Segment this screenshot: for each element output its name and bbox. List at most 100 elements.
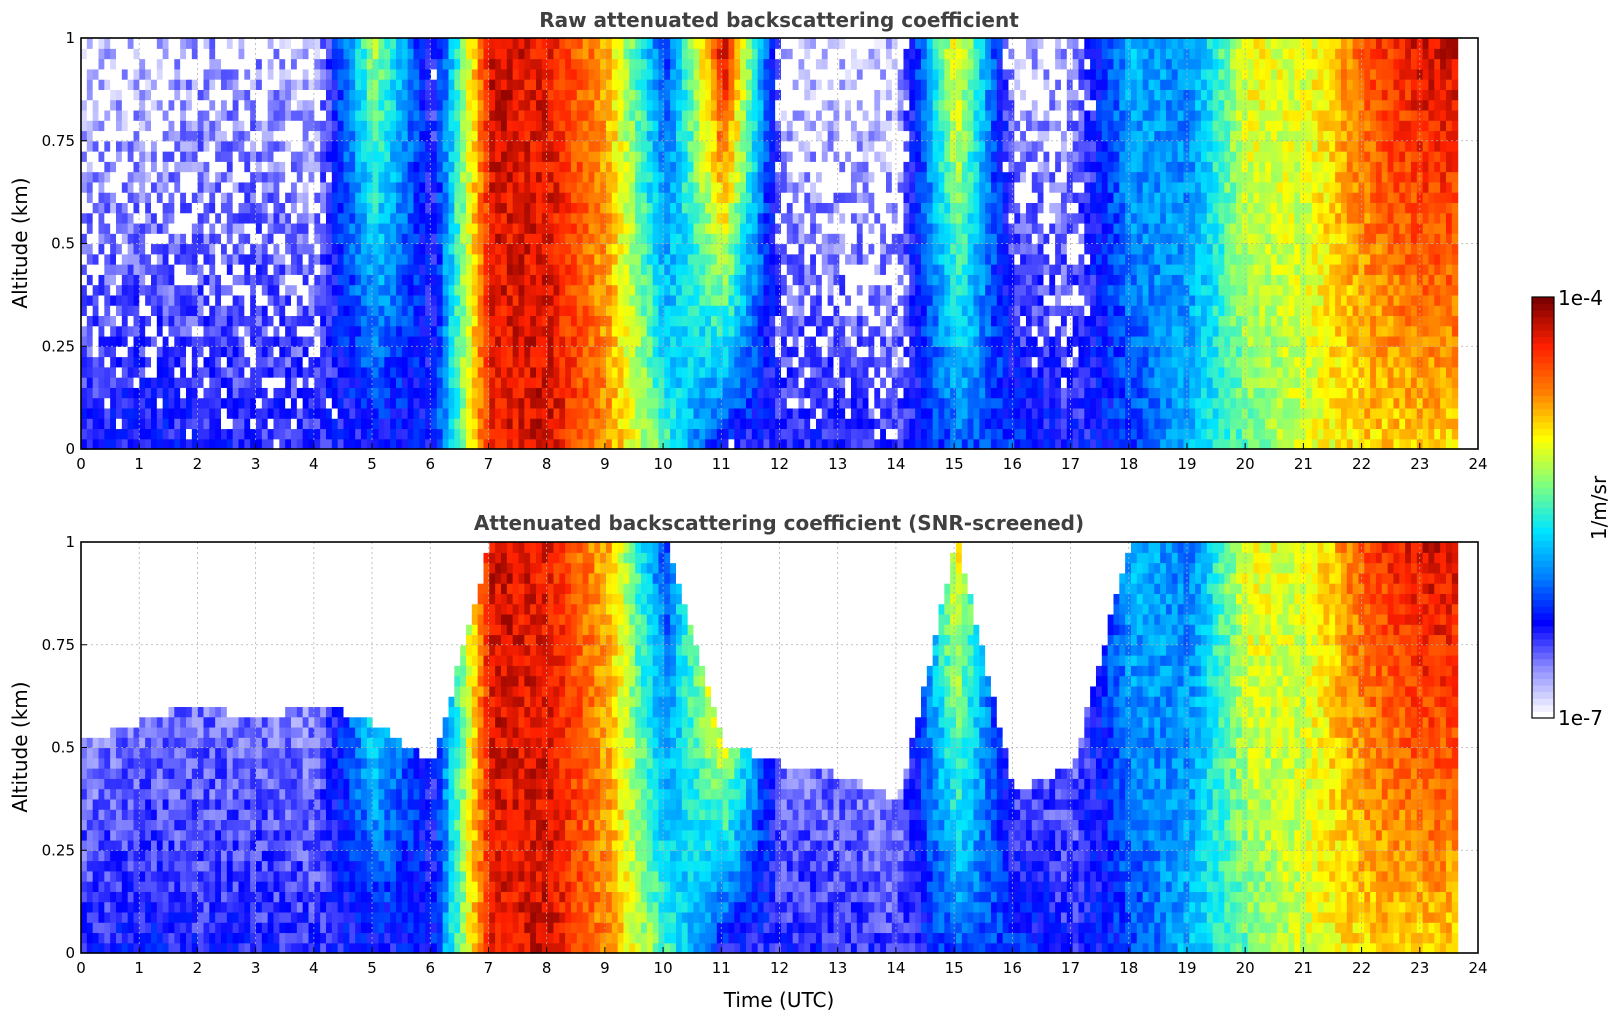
heatmap-cell: [506, 58, 514, 70]
heatmap-cell: [553, 366, 560, 378]
heatmap-cell: [617, 407, 625, 419]
panel-raw-title: Raw attenuated backscattering coefficien…: [539, 8, 1019, 32]
heatmap-cell: [635, 222, 642, 234]
heatmap-cell: [378, 428, 385, 440]
heatmap-cell: [180, 68, 187, 80]
heatmap-cell: [734, 120, 741, 132]
heatmap-cell: [687, 140, 695, 152]
heatmap-cell: [261, 397, 269, 409]
heatmap-cell: [722, 89, 730, 101]
heatmap-cell: [279, 181, 286, 193]
heatmap-cell: [786, 335, 794, 347]
heatmap-cell: [617, 202, 625, 214]
heatmap-cell: [378, 294, 385, 306]
heatmap-cell: [629, 315, 636, 327]
heatmap-cell: [559, 366, 566, 378]
heatmap-cell: [436, 274, 444, 286]
heatmap-cell: [670, 264, 677, 275]
heatmap-cell: [285, 233, 292, 245]
heatmap-cell: [734, 79, 741, 90]
heatmap-cell: [512, 48, 520, 60]
heatmap-cell: [570, 387, 578, 399]
heatmap-cell: [425, 284, 432, 296]
heatmap-cell: [798, 346, 805, 358]
heatmap-cell: [104, 377, 111, 388]
heatmap-cell: [687, 68, 695, 80]
heatmap-cell: [145, 335, 152, 347]
heatmap-cell: [86, 243, 94, 255]
heatmap-cell: [559, 151, 566, 162]
heatmap-cell: [565, 130, 572, 142]
heatmap-cell: [221, 99, 228, 111]
heatmap-cell: [705, 38, 712, 49]
heatmap-cell: [570, 428, 578, 440]
heatmap-cell: [465, 325, 473, 337]
heatmap-cell: [454, 151, 461, 162]
heatmap-cell: [407, 222, 415, 234]
heatmap-cell: [296, 89, 304, 101]
heatmap-cell: [273, 130, 280, 142]
heatmap-cell: [646, 99, 654, 111]
heatmap-cell: [325, 305, 333, 317]
heatmap-cell: [261, 99, 269, 111]
heatmap-cell: [419, 305, 426, 317]
heatmap-cell: [116, 397, 123, 409]
heatmap-cell: [139, 99, 146, 111]
heatmap-cell: [594, 335, 601, 347]
heatmap-cell: [98, 99, 105, 111]
heatmap-cell: [734, 315, 741, 327]
heatmap-cell: [728, 243, 735, 255]
heatmap-cell: [477, 387, 485, 399]
heatmap-cell: [594, 253, 601, 265]
heatmap-cell: [180, 294, 187, 306]
heatmap-cell: [290, 109, 298, 121]
heatmap-cell: [570, 161, 578, 173]
heatmap-cell: [506, 233, 514, 245]
heatmap-cell: [320, 418, 327, 430]
heatmap-cell: [716, 294, 724, 306]
heatmap-cell: [734, 377, 741, 388]
heatmap-cell: [215, 120, 222, 132]
heatmap-cell: [238, 48, 245, 60]
heatmap-cell: [681, 438, 689, 450]
heatmap-cell: [699, 284, 706, 296]
heatmap-cell: [81, 366, 88, 378]
heatmap-cell: [600, 428, 607, 440]
heatmap-cell: [320, 407, 327, 419]
heatmap-cell: [390, 274, 397, 286]
heatmap-cell: [553, 335, 560, 347]
heatmap-cell: [600, 140, 607, 152]
heatmap-cell: [786, 243, 794, 255]
heatmap-cell: [699, 171, 706, 183]
heatmap-cell: [471, 315, 479, 327]
heatmap-cell: [710, 212, 718, 224]
heatmap-cell: [745, 377, 753, 388]
heatmap-cell: [553, 253, 560, 265]
heatmap-cell: [570, 48, 578, 60]
heatmap-cell: [495, 130, 502, 142]
heatmap-cell: [512, 377, 520, 388]
heatmap-cell: [156, 418, 164, 430]
heatmap-cell: [629, 233, 636, 245]
heatmap-cell: [209, 284, 216, 296]
heatmap-cell: [792, 68, 800, 80]
heatmap-cell: [203, 161, 210, 173]
heatmap-cell: [681, 325, 689, 337]
heatmap-cell: [710, 79, 718, 90]
heatmap-cell: [121, 89, 129, 101]
heatmap-cell: [86, 253, 94, 265]
heatmap-cell: [477, 161, 485, 173]
heatmap-cell: [623, 243, 630, 255]
heatmap-cell: [186, 274, 193, 286]
heatmap-cell: [168, 192, 175, 203]
heatmap-cell: [168, 130, 175, 142]
heatmap-cell: [670, 222, 677, 234]
heatmap-cell: [588, 253, 595, 265]
heatmap-cell: [489, 48, 496, 60]
heatmap-cell: [623, 79, 630, 90]
heatmap-cell: [180, 407, 187, 419]
heatmap-cell: [372, 79, 380, 90]
heatmap-cell: [804, 181, 811, 193]
heatmap-cell: [658, 243, 665, 255]
heatmap-cell: [757, 325, 765, 337]
